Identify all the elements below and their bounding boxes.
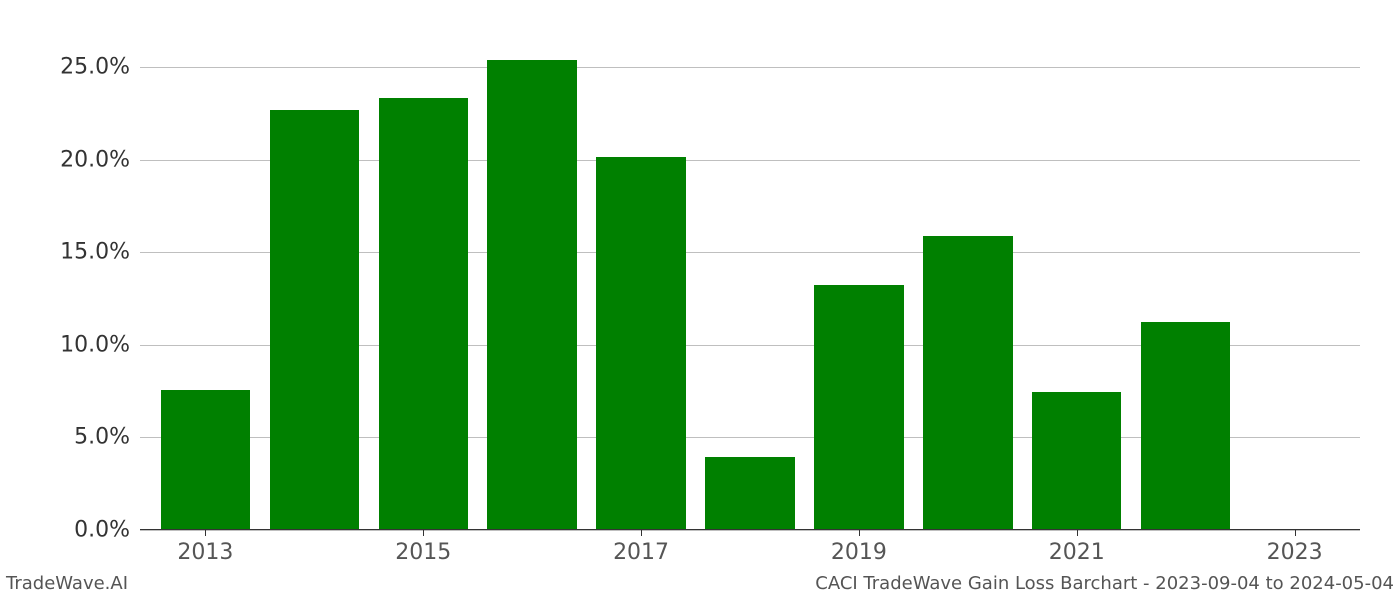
x-tick-label: 2013 (177, 540, 233, 565)
y-tick-label: 15.0% (60, 240, 130, 265)
x-tick-mark (1077, 530, 1078, 536)
bar (814, 285, 903, 529)
footer-left-watermark: TradeWave.AI (6, 573, 128, 594)
bar (161, 390, 250, 529)
bar (705, 457, 794, 529)
y-tick-label: 25.0% (60, 55, 130, 80)
x-tick-label: 2019 (831, 540, 887, 565)
x-tick-mark (423, 530, 424, 536)
x-tick-label: 2021 (1049, 540, 1105, 565)
chart-plot-area (140, 30, 1360, 530)
grid-line (140, 530, 1360, 531)
y-tick-label: 5.0% (74, 425, 130, 450)
x-tick-label: 2015 (395, 540, 451, 565)
x-tick-mark (859, 530, 860, 536)
y-tick-label: 0.0% (74, 518, 130, 543)
grid-line (140, 67, 1360, 68)
footer-right-caption: CACI TradeWave Gain Loss Barchart - 2023… (815, 573, 1394, 594)
plot-area (140, 30, 1360, 530)
x-tick-mark (641, 530, 642, 536)
bar (596, 157, 685, 529)
bar (270, 110, 359, 529)
x-tick-label: 2017 (613, 540, 669, 565)
x-tick-mark (205, 530, 206, 536)
bar (1141, 322, 1230, 529)
y-tick-label: 10.0% (60, 332, 130, 357)
x-tick-label: 2023 (1267, 540, 1323, 565)
bar (923, 236, 1012, 529)
x-tick-mark (1295, 530, 1296, 536)
bar (379, 98, 468, 529)
bar (487, 60, 576, 529)
y-tick-label: 20.0% (60, 147, 130, 172)
bar (1032, 392, 1121, 529)
